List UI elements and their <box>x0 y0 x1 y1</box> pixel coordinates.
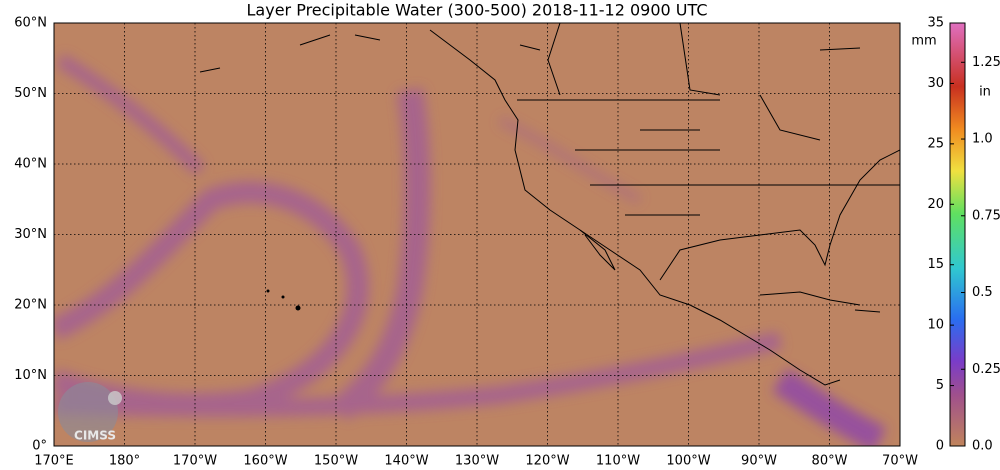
lon-label: 90°W <box>741 454 777 469</box>
unit-in: in <box>979 85 991 100</box>
lat-label: 20°N <box>14 298 47 313</box>
mm-tick-label: 15 <box>927 257 944 272</box>
logo-text: CIMSS <box>74 429 116 443</box>
lon-label: 170°W <box>173 454 217 469</box>
lat-label: 30°N <box>14 227 47 242</box>
title: Layer Precipitable Water (300-500) 2018-… <box>247 1 708 20</box>
lon-label: 80°W <box>812 454 848 469</box>
lon-label: 120°W <box>525 454 569 469</box>
lon-label: 160°W <box>243 454 287 469</box>
lon-label: 180° <box>109 454 140 469</box>
mm-tick-label: 5 <box>936 378 944 393</box>
colorbar <box>949 22 966 447</box>
lat-label: 50°N <box>14 86 47 101</box>
moisture-bands <box>54 53 887 446</box>
in-tick-label: 1.25 <box>972 55 1000 70</box>
mm-tick-label: 20 <box>927 197 944 212</box>
mm-tick-label: 10 <box>927 318 944 333</box>
lon-label: 110°W <box>596 454 640 469</box>
map-frame <box>53 22 901 447</box>
lon-label: 140°W <box>384 454 428 469</box>
lon-label: 150°W <box>314 454 358 469</box>
in-tick-label: 1.0 <box>972 132 993 147</box>
mm-tick-label: 0 <box>936 439 944 454</box>
in-tick-label: 0.0 <box>972 439 993 454</box>
map <box>54 23 900 446</box>
in-tick-label: 0.25 <box>972 362 1000 377</box>
lat-label: 40°N <box>14 157 47 172</box>
lat-label: 10°N <box>14 368 47 383</box>
cimss-logo: CIMSS <box>58 382 122 443</box>
lon-label: 70°W <box>882 454 918 469</box>
unit-mm: mm <box>911 34 936 49</box>
in-tick-label: 0.5 <box>972 285 993 300</box>
in-tick-label: 0.75 <box>972 208 1000 223</box>
mm-tick-label: 30 <box>927 76 944 91</box>
lon-label: 170°E <box>34 454 74 469</box>
lat-label: 60°N <box>14 16 47 31</box>
mm-tick-label: 35 <box>927 16 944 31</box>
lat-label: 0° <box>32 439 47 454</box>
mm-tick-label: 25 <box>927 136 944 151</box>
lon-label: 100°W <box>666 454 710 469</box>
lon-label: 130°W <box>455 454 499 469</box>
